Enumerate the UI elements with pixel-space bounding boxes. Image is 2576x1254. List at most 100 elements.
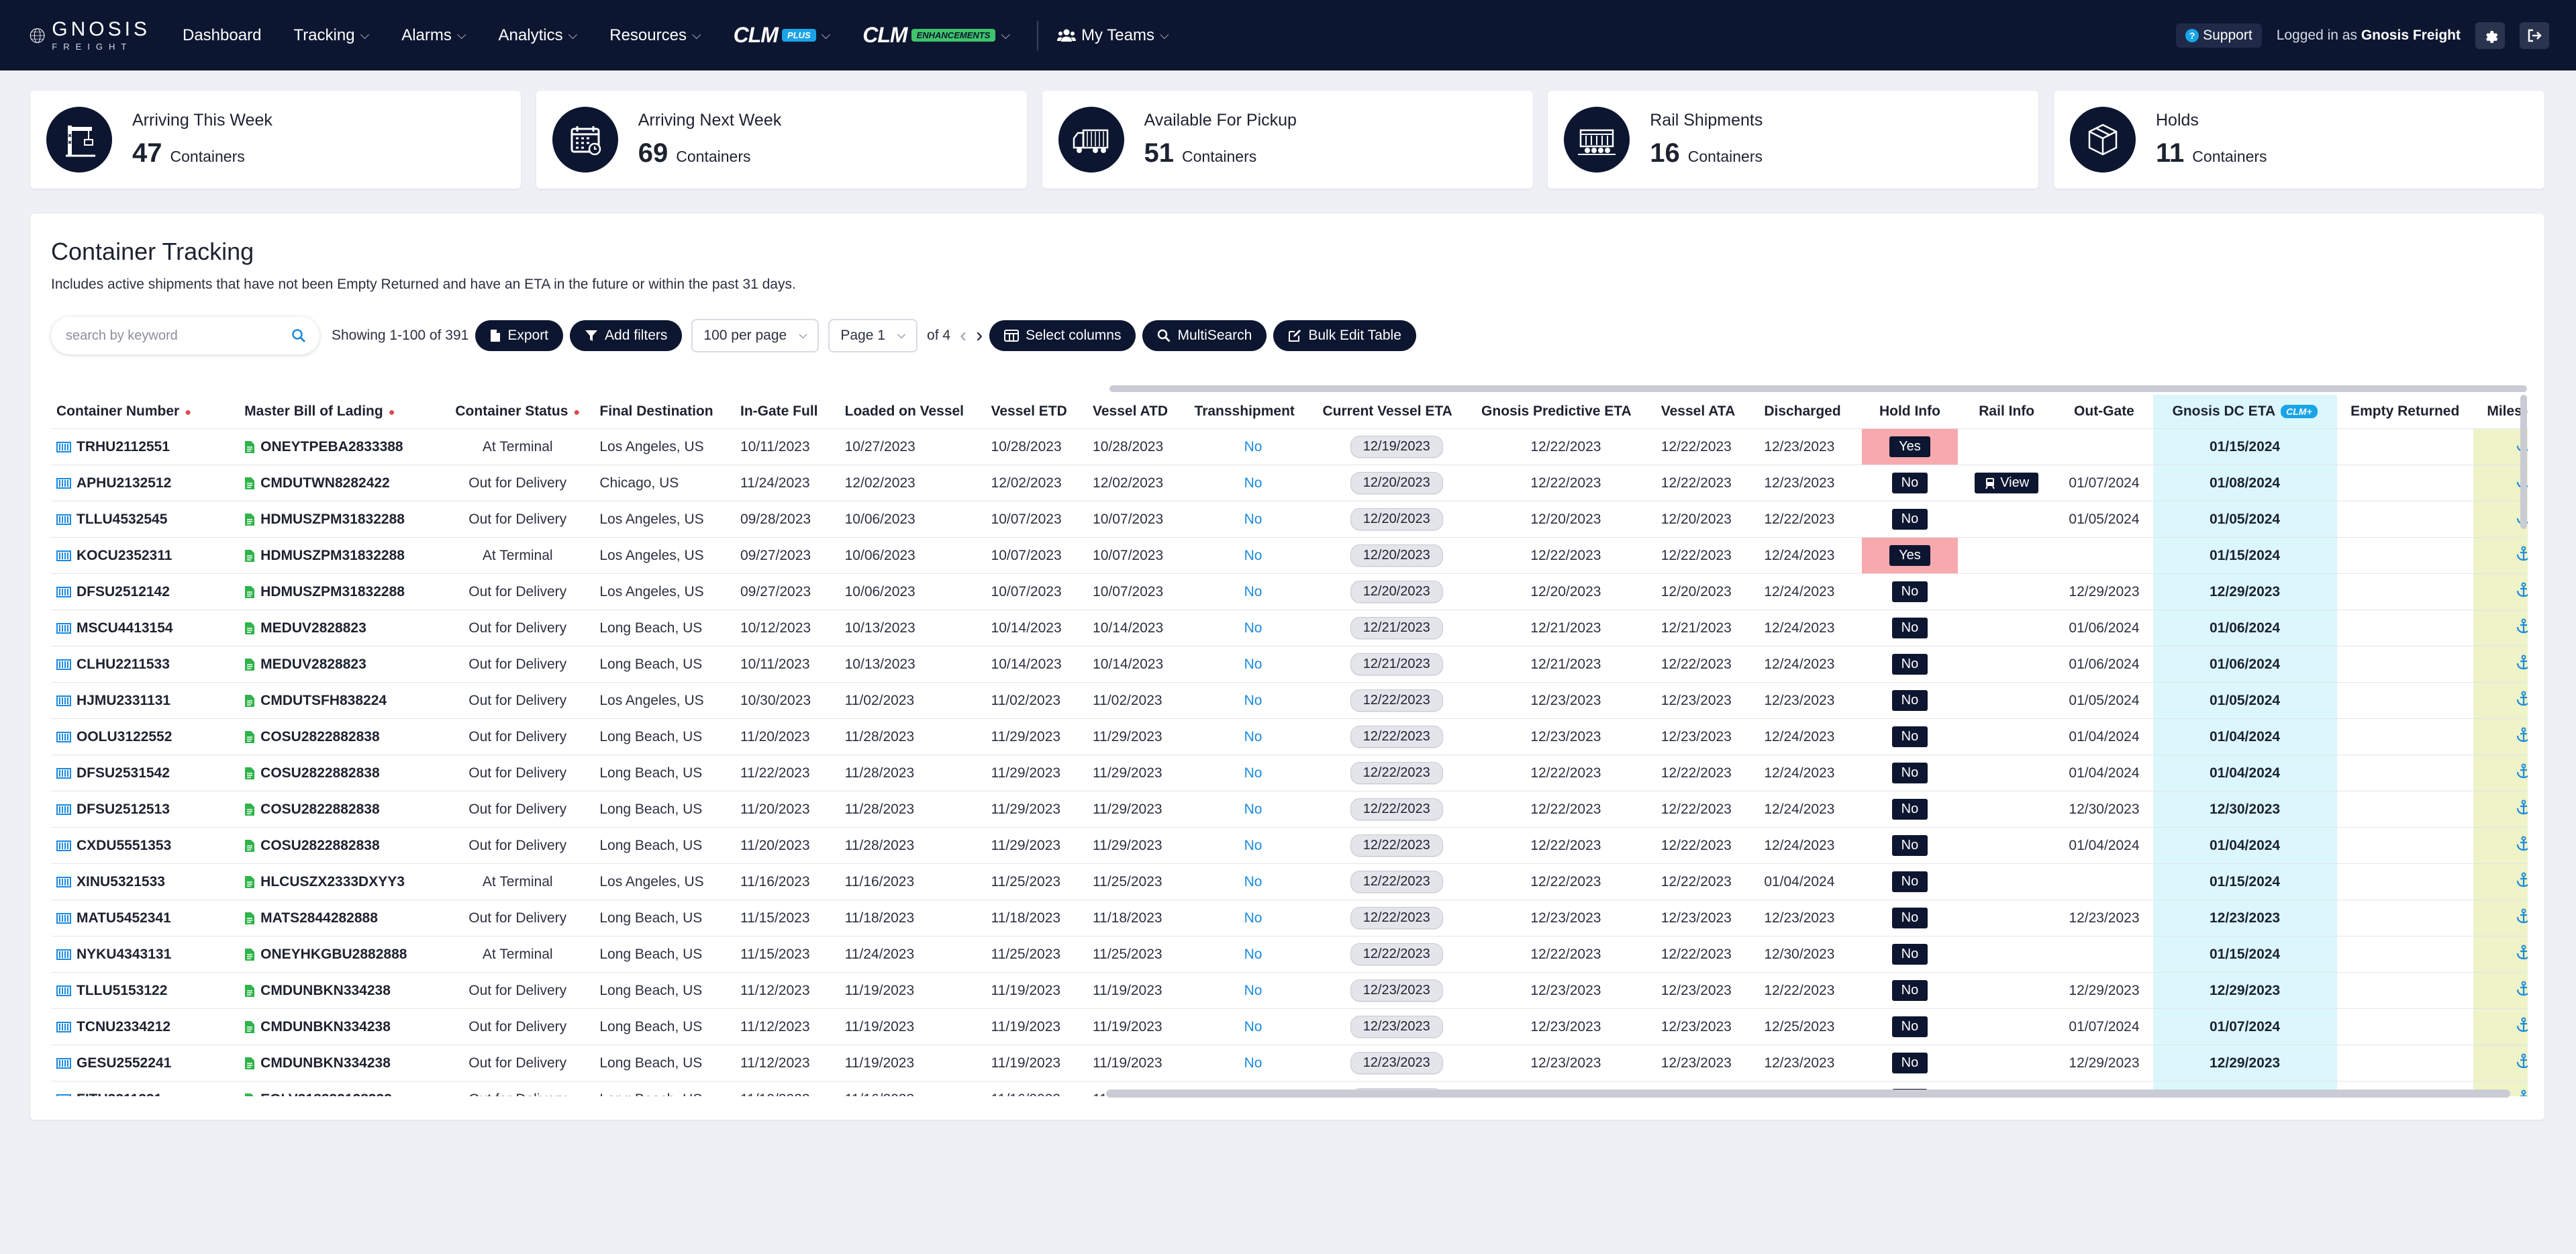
pin-icon[interactable]: ●	[185, 407, 191, 418]
col-in-gate-full[interactable]: In-Gate Full	[734, 395, 840, 429]
transshipment-link[interactable]: No	[1244, 946, 1262, 962]
cell-transshipment[interactable]: No	[1189, 573, 1318, 610]
hold-badge[interactable]: No	[1891, 1053, 1928, 1073]
cell-container-number[interactable]: TCNU2334212	[51, 1008, 240, 1045]
col-gnosis-dc-eta[interactable]: Gnosis DC ETA CLM+	[2152, 395, 2337, 429]
anchor-icon[interactable]	[2516, 546, 2528, 562]
cell-transshipment[interactable]: No	[1189, 1045, 1318, 1081]
transshipment-link[interactable]: No	[1244, 1018, 1262, 1034]
per-page-select[interactable]: 100 per page ⌵	[691, 319, 820, 352]
transshipment-link[interactable]: No	[1244, 910, 1262, 926]
col-milestones[interactable]: Milestones	[2473, 395, 2528, 429]
cell-transshipment[interactable]: No	[1189, 646, 1318, 683]
cell-container-number[interactable]: FITU3211221	[51, 1081, 240, 1096]
eta-pill[interactable]: 12/20/2023	[1350, 544, 1443, 567]
cell-transshipment[interactable]: No	[1189, 537, 1318, 574]
stat-card-available-for-pickup[interactable]: Available For Pickup 51 Containers	[1042, 91, 1533, 189]
transshipment-link[interactable]: No	[1244, 873, 1262, 889]
anchor-icon[interactable]	[2516, 945, 2528, 961]
transshipment-link[interactable]: No	[1244, 982, 1262, 998]
cell-master-bill[interactable]: HDMUSZPM31832288	[239, 537, 442, 574]
cell-milestones[interactable]	[2473, 972, 2528, 1009]
page-select[interactable]: Page 1 ⌵	[828, 319, 918, 352]
cell-master-bill[interactable]: CMDUNBKN334238	[239, 1045, 442, 1081]
cell-transshipment[interactable]: No	[1189, 791, 1318, 828]
transshipment-link[interactable]: No	[1244, 547, 1262, 563]
table-row[interactable]: TRHU2112551 ONEYTPEBA2833388 At Terminal Lo…	[51, 428, 2528, 465]
table-row[interactable]: KOCU2352311 HDMUSZPM31832288 At Terminal Lo…	[51, 537, 2528, 574]
cell-container-number[interactable]: OOLU3122552	[51, 718, 240, 755]
anchor-icon[interactable]	[2516, 1017, 2528, 1033]
table-row[interactable]: TLLU5153122 CMDUNBKN334238 Out for Deliver…	[51, 972, 2528, 1009]
cell-master-bill[interactable]: EGLV318332128333	[239, 1081, 442, 1096]
anchor-icon[interactable]	[2516, 618, 2528, 634]
col-vessel-etd[interactable]: Vessel ETD	[985, 395, 1088, 429]
col-container-status[interactable]: Container Status ●	[441, 395, 595, 429]
col-vessel-atd[interactable]: Vessel ATD	[1087, 395, 1189, 429]
cell-container-number[interactable]: DFSU2512513	[51, 791, 240, 828]
eta-pill[interactable]: 12/22/2023	[1350, 871, 1443, 893]
cell-master-bill[interactable]: COSU2822882838	[239, 827, 442, 864]
rail-view-button[interactable]: View	[1975, 473, 2039, 493]
hold-badge[interactable]: Yes	[1889, 436, 1930, 457]
hold-badge[interactable]: No	[1891, 473, 1928, 493]
hold-badge[interactable]: No	[1891, 908, 1928, 928]
stat-card-rail-shipments[interactable]: Rail Shipments 16 Containers	[1548, 91, 2039, 189]
nav-dashboard[interactable]: Dashboard	[183, 26, 261, 45]
hold-badge[interactable]: No	[1891, 618, 1928, 638]
col-transshipment[interactable]: Transshipment	[1189, 395, 1318, 429]
col-vessel-ata[interactable]: Vessel ATA	[1655, 395, 1759, 429]
cell-container-number[interactable]: GESU2552241	[51, 1045, 240, 1081]
anchor-icon[interactable]	[2516, 836, 2528, 852]
cell-container-number[interactable]: TLLU4532545	[51, 501, 240, 538]
anchor-icon[interactable]	[2516, 1090, 2528, 1097]
cell-master-bill[interactable]: COSU2822882838	[239, 718, 442, 755]
hold-badge[interactable]: No	[1891, 1016, 1928, 1037]
cell-transshipment[interactable]: No	[1189, 827, 1318, 864]
eta-pill[interactable]: 12/23/2023	[1350, 979, 1443, 1002]
nav-analytics[interactable]: Analytics ⌵	[499, 26, 578, 45]
col-container-number[interactable]: Container Number ●	[51, 395, 240, 429]
eta-pill[interactable]: 12/20/2023	[1350, 472, 1443, 494]
table-row[interactable]: MSCU4413154 MEDUV2828823 Out for Delivery L…	[51, 610, 2528, 646]
table-row[interactable]: XINU5321533 HLCUSZX2333DXYY3 At Terminal Lo…	[51, 863, 2528, 900]
eta-pill[interactable]: 12/19/2023	[1350, 436, 1443, 458]
pin-icon[interactable]: ●	[388, 407, 395, 418]
cell-container-number[interactable]: TRHU2112551	[51, 428, 240, 465]
settings-button[interactable]	[2475, 21, 2505, 49]
transshipment-link[interactable]: No	[1244, 692, 1262, 708]
table-row[interactable]: OOLU3122552 COSU2822882838 Out for Deliver…	[51, 718, 2528, 755]
table-row[interactable]: DFSU2512513 COSU2822882838 Out for Deliver…	[51, 791, 2528, 828]
cell-milestones[interactable]	[2473, 610, 2528, 646]
cell-container-number[interactable]: HJMU2331131	[51, 682, 240, 719]
cell-transshipment[interactable]: No	[1189, 936, 1318, 973]
cell-master-bill[interactable]: ONEYHKGBU2882888	[239, 936, 442, 973]
anchor-icon[interactable]	[2516, 727, 2528, 743]
eta-pill[interactable]: 12/21/2023	[1350, 653, 1443, 675]
eta-pill[interactable]: 12/22/2023	[1350, 907, 1443, 929]
cell-master-bill[interactable]: MEDUV2828823	[239, 610, 442, 646]
hold-badge[interactable]: No	[1891, 980, 1928, 1001]
cell-transshipment[interactable]: No	[1189, 501, 1318, 538]
transshipment-link[interactable]: No	[1244, 438, 1262, 454]
cell-transshipment[interactable]: No	[1189, 465, 1318, 501]
cell-milestones[interactable]	[2473, 1008, 2528, 1045]
transshipment-link[interactable]: No	[1244, 728, 1262, 744]
cell-milestones[interactable]	[2473, 755, 2528, 791]
table-row[interactable]: CLHU2211533 MEDUV2828823 Out for Delivery L…	[51, 646, 2528, 683]
select-columns-button[interactable]: Select columns	[989, 320, 1136, 351]
cell-container-number[interactable]: DFSU2512142	[51, 573, 240, 610]
horizontal-scrollbar-bottom[interactable]	[1106, 1090, 2510, 1098]
add-filters-button[interactable]: Add filters	[570, 320, 683, 351]
cell-container-number[interactable]: KOCU2352311	[51, 537, 240, 574]
stat-card-arriving-this-week[interactable]: Arriving This Week 47 Containers	[30, 91, 521, 189]
anchor-icon[interactable]	[2516, 981, 2528, 997]
cell-milestones[interactable]	[2473, 936, 2528, 973]
cell-transshipment[interactable]: No	[1189, 1008, 1318, 1045]
transshipment-link[interactable]: No	[1244, 801, 1262, 817]
hold-badge[interactable]: No	[1891, 871, 1928, 892]
cell-master-bill[interactable]: HDMUSZPM31832288	[239, 501, 442, 538]
cell-master-bill[interactable]: HLCUSZX2333DXYY3	[239, 863, 442, 900]
cell-milestones[interactable]	[2473, 827, 2528, 864]
cell-master-bill[interactable]: CMDUNBKN334238	[239, 972, 442, 1009]
